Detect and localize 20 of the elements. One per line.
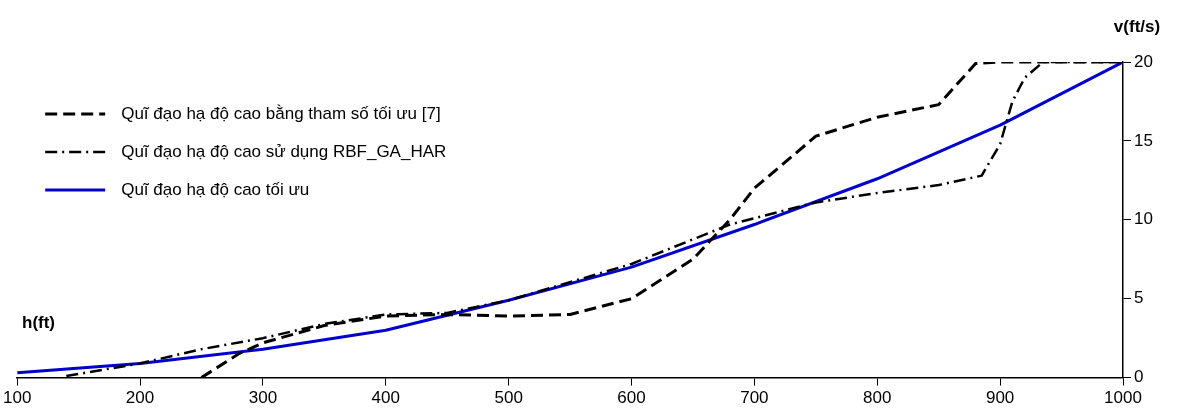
y-tick-label: 5 (1134, 288, 1144, 308)
x-tick-label: 200 (125, 388, 155, 408)
legend-label: Quĩ đạo hạ độ cao bằng tham số tối ưu [7] (121, 103, 441, 123)
x-tick-label: 300 (248, 388, 278, 408)
y-tick-label: 15 (1134, 130, 1153, 150)
x-tick-label: 100 (2, 388, 32, 408)
x-tick-label: 500 (494, 388, 523, 408)
y-tick-label: 20 (1134, 51, 1153, 71)
x-tick-label: 900 (985, 388, 1015, 408)
x-tick-label: 400 (371, 388, 400, 408)
x-axis-title: h(ft) (22, 313, 56, 333)
legend-label: Quĩ đạo hạ độ cao tối ưu (121, 179, 310, 199)
legend-label: Quĩ đạo hạ độ cao sử dụng RBF_GA_HAR (121, 141, 447, 161)
x-tick-label: 600 (617, 388, 646, 408)
y-tick-label: 10 (1134, 209, 1153, 229)
x-tick-label: 1000 (1104, 388, 1142, 408)
x-tick-label: 800 (863, 388, 892, 408)
y-tick-label: 0 (1134, 367, 1144, 387)
y-axis-title: v(ft/s) (1113, 17, 1161, 37)
x-tick-label: 700 (740, 388, 769, 408)
